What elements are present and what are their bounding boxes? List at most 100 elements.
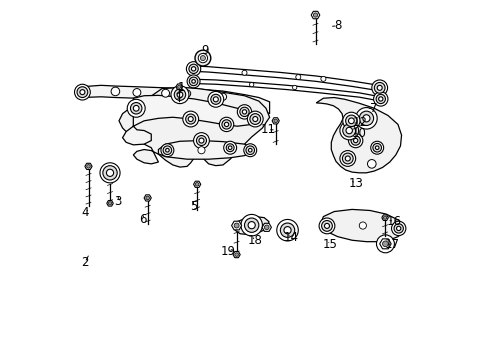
Circle shape	[80, 90, 85, 95]
Polygon shape	[176, 84, 182, 90]
Text: 16: 16	[386, 215, 401, 228]
Circle shape	[376, 235, 394, 253]
Text: 17: 17	[384, 238, 399, 251]
Circle shape	[342, 153, 352, 164]
Polygon shape	[379, 239, 390, 249]
Polygon shape	[119, 87, 269, 167]
Circle shape	[376, 85, 382, 90]
Circle shape	[189, 77, 198, 86]
Circle shape	[196, 135, 206, 145]
Circle shape	[86, 165, 90, 168]
Text: 13: 13	[347, 177, 363, 190]
Text: 15: 15	[323, 238, 337, 251]
Polygon shape	[310, 11, 319, 19]
Circle shape	[213, 97, 218, 102]
Circle shape	[228, 146, 231, 149]
Circle shape	[242, 110, 246, 114]
Circle shape	[284, 226, 290, 234]
Polygon shape	[122, 95, 258, 145]
Circle shape	[249, 82, 253, 87]
Circle shape	[223, 141, 236, 154]
Circle shape	[219, 93, 226, 100]
Polygon shape	[316, 98, 401, 173]
Circle shape	[222, 120, 231, 129]
Circle shape	[226, 144, 234, 152]
Circle shape	[378, 97, 382, 101]
Polygon shape	[231, 221, 241, 230]
Polygon shape	[321, 210, 403, 242]
Text: 19: 19	[221, 245, 235, 258]
Circle shape	[345, 156, 349, 161]
Circle shape	[359, 111, 373, 126]
Circle shape	[342, 112, 359, 130]
Circle shape	[249, 114, 260, 125]
Text: 3: 3	[114, 195, 122, 208]
Polygon shape	[234, 217, 268, 234]
Circle shape	[106, 169, 113, 176]
Circle shape	[237, 105, 251, 119]
Polygon shape	[158, 140, 251, 159]
Circle shape	[252, 117, 257, 122]
Circle shape	[273, 119, 277, 123]
Circle shape	[108, 202, 111, 205]
Circle shape	[339, 150, 355, 166]
Circle shape	[247, 222, 255, 229]
Circle shape	[127, 99, 145, 117]
Circle shape	[370, 141, 383, 154]
Circle shape	[186, 62, 201, 76]
Circle shape	[210, 94, 221, 104]
Circle shape	[177, 85, 181, 88]
Text: 8: 8	[333, 19, 341, 32]
Circle shape	[375, 94, 385, 104]
Circle shape	[133, 89, 141, 96]
Circle shape	[313, 13, 317, 17]
Circle shape	[393, 224, 403, 233]
Circle shape	[362, 115, 369, 122]
Polygon shape	[271, 118, 279, 124]
Text: 9: 9	[201, 44, 208, 57]
Circle shape	[165, 148, 169, 152]
Circle shape	[161, 144, 174, 157]
Polygon shape	[193, 181, 201, 188]
Circle shape	[375, 146, 378, 149]
Circle shape	[193, 133, 209, 148]
Circle shape	[248, 148, 251, 152]
Circle shape	[242, 70, 246, 75]
Circle shape	[367, 159, 375, 168]
Circle shape	[130, 103, 142, 114]
Circle shape	[198, 53, 207, 63]
Circle shape	[353, 138, 357, 143]
Circle shape	[383, 216, 386, 219]
Circle shape	[247, 111, 263, 127]
Circle shape	[348, 134, 362, 148]
Circle shape	[145, 196, 149, 200]
Circle shape	[100, 163, 120, 183]
Polygon shape	[106, 201, 113, 206]
Circle shape	[234, 223, 239, 228]
Circle shape	[171, 86, 188, 104]
Text: 14: 14	[283, 231, 298, 244]
Circle shape	[74, 84, 90, 100]
Circle shape	[177, 92, 183, 98]
Text: 6: 6	[140, 213, 147, 226]
Circle shape	[183, 90, 190, 97]
Circle shape	[188, 64, 198, 73]
Circle shape	[348, 118, 353, 124]
Circle shape	[324, 224, 329, 228]
Circle shape	[320, 76, 325, 81]
Text: 7: 7	[369, 102, 377, 115]
Circle shape	[372, 143, 381, 152]
Circle shape	[234, 253, 238, 256]
Text: 2: 2	[81, 256, 88, 269]
Polygon shape	[233, 252, 240, 258]
Circle shape	[373, 82, 384, 93]
Circle shape	[245, 146, 254, 154]
Circle shape	[77, 87, 88, 98]
Circle shape	[244, 218, 258, 232]
Circle shape	[219, 117, 233, 132]
Circle shape	[207, 91, 223, 107]
Circle shape	[321, 221, 332, 231]
Polygon shape	[85, 163, 92, 170]
Circle shape	[195, 183, 199, 186]
Circle shape	[382, 241, 387, 247]
